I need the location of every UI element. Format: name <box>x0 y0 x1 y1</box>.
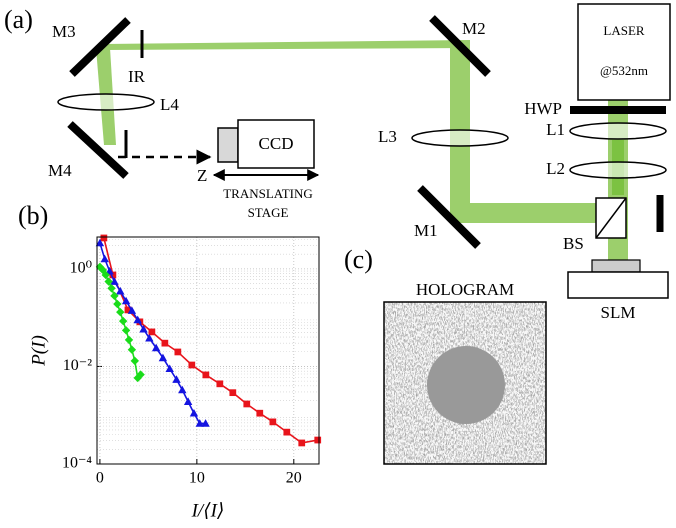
x-tick-label: 20 <box>286 470 302 487</box>
optic-label: IR <box>128 67 146 86</box>
optic-label: L4 <box>160 95 179 114</box>
x-tick-label: 0 <box>96 470 104 487</box>
panel-label: (a) <box>4 5 33 34</box>
chart: 10⁻⁴ 10⁻² 10⁰ 0 10 20 I/⟨I⟩ P(I) <box>28 235 321 522</box>
marker <box>174 349 181 356</box>
device-label: @532nm <box>600 63 648 78</box>
y-tick-label: 10⁰ <box>70 260 92 277</box>
device-label: SLM <box>601 303 636 322</box>
marker <box>243 401 250 408</box>
device-label: LASER <box>603 23 645 38</box>
marker <box>101 235 108 242</box>
optic-label: HWP <box>524 99 562 118</box>
x-tick-label: 10 <box>189 470 205 487</box>
beams <box>96 40 628 260</box>
y-tick-label: 10⁻⁴ <box>62 455 92 472</box>
figure: (a) M3 IR L4 M4 Z CCD TRANSLATING STAGE … <box>0 0 676 528</box>
device-label: CCD <box>259 134 294 153</box>
marker <box>283 429 290 436</box>
marker <box>188 362 195 369</box>
marker <box>229 389 236 396</box>
marker <box>256 410 263 417</box>
marker <box>269 419 276 426</box>
panel-label: (b) <box>18 201 48 230</box>
optic-label: L3 <box>378 127 397 146</box>
stage-label: TRANSLATING <box>223 186 313 201</box>
image-title: HOLOGRAM <box>416 280 514 299</box>
axis-label: Z <box>197 166 207 185</box>
optic-label: M1 <box>414 221 438 240</box>
x-axis-label: I/⟨I⟩ <box>191 500 225 521</box>
optic-label: L2 <box>546 159 565 178</box>
marker <box>203 372 210 379</box>
hologram-image <box>384 302 546 464</box>
optic-label: L1 <box>546 120 565 139</box>
optic-label: M3 <box>52 22 76 41</box>
marker <box>216 380 223 387</box>
marker <box>298 440 305 447</box>
stage-label: STAGE <box>248 205 289 220</box>
marker <box>162 340 169 347</box>
marker <box>314 437 321 444</box>
optic-label: BS <box>563 234 584 253</box>
panel-label: (c) <box>344 245 373 274</box>
y-axis-label: P(I) <box>28 335 49 367</box>
page: {"figure": { "panel_a": "(a)", "panel_b"… <box>0 0 676 528</box>
optic-label: M2 <box>462 19 486 38</box>
optic-label: M4 <box>48 161 72 180</box>
y-tick-label: 10⁻² <box>63 357 92 374</box>
